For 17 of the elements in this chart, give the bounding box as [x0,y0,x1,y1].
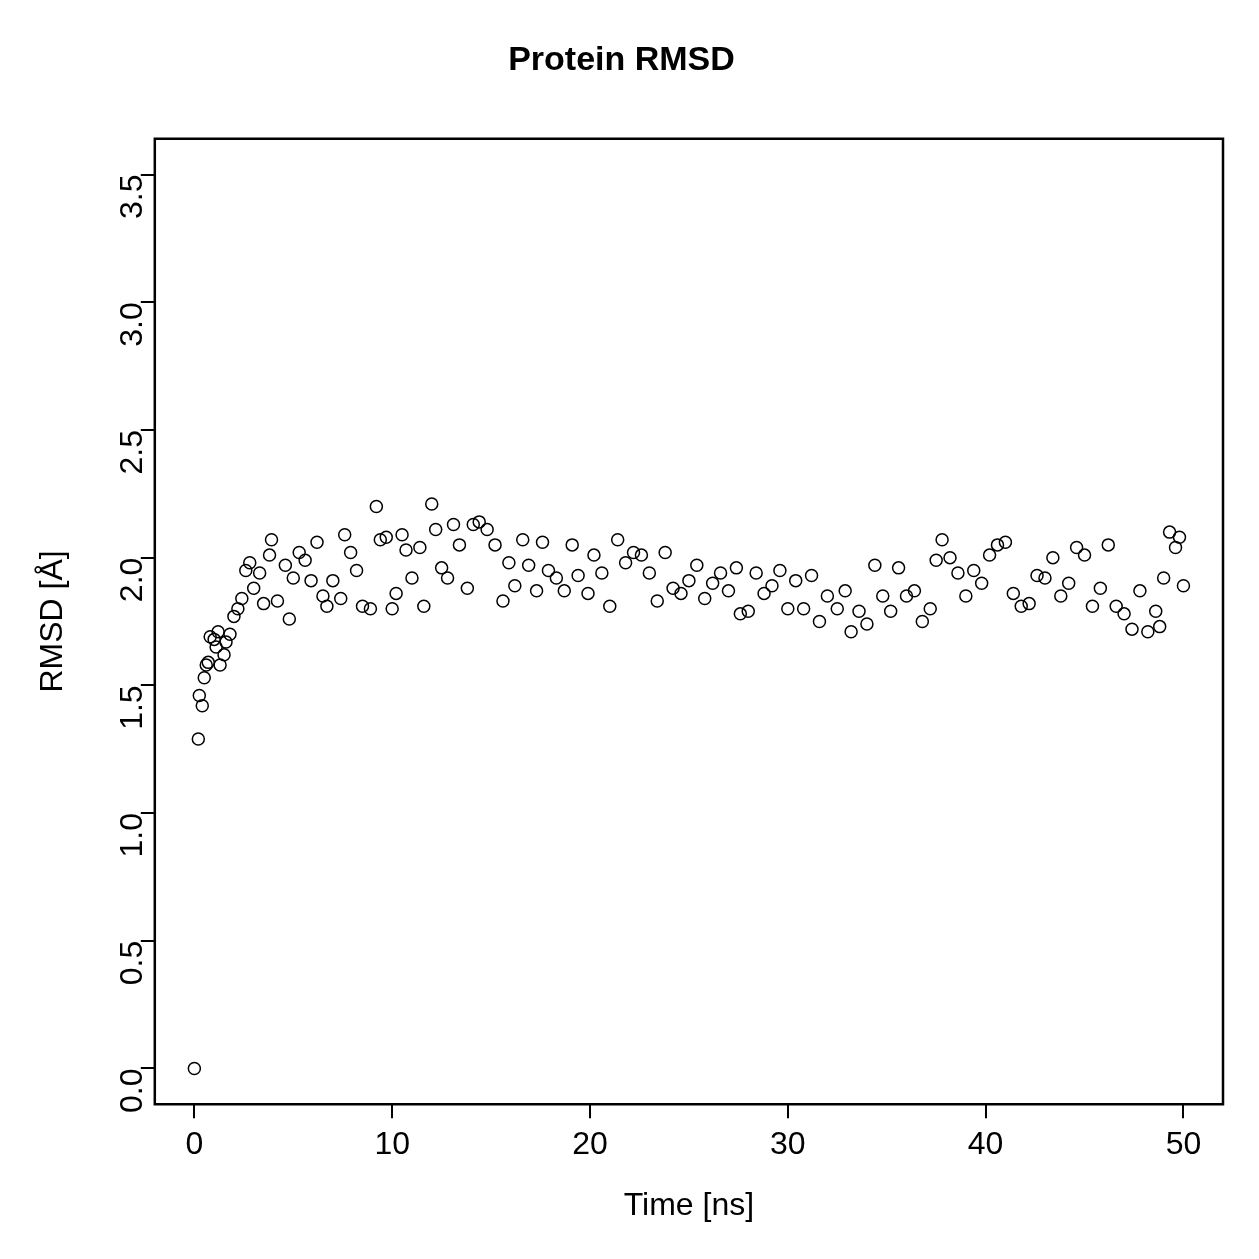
x-tick-label: 0 [185,1125,204,1162]
y-tick-label: 1.5 [112,685,149,730]
y-tick-label: 2.0 [112,557,149,603]
x-tick-label: 10 [374,1125,410,1162]
y-tick-label: 1.0 [112,813,149,858]
x-axis-title: Time [ns] [623,1185,755,1222]
x-tick-label: 50 [1165,1125,1202,1162]
y-tick-label: 0.0 [112,1068,149,1113]
y-axis-title: RMSD [Å] [33,550,70,693]
y-tick-label: 2.5 [112,429,149,475]
x-tick-label: 40 [967,1125,1004,1162]
y-tick-label: 0.5 [112,940,149,986]
y-tick-label: 3.0 [112,302,149,347]
x-tick-label: 20 [572,1125,608,1162]
chart-title: Protein RMSD [508,38,735,77]
x-tick-label: 30 [770,1125,806,1162]
y-tick-label: 3.5 [112,174,149,220]
